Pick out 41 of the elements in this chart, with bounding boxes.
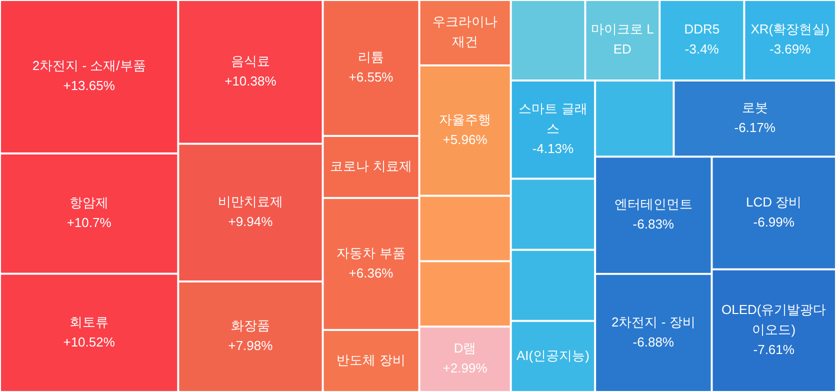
category-label: 자율주행	[439, 112, 492, 128]
data-label: +10.38%	[224, 73, 277, 88]
data-label: +5.96%	[442, 132, 488, 148]
category-label: D램	[454, 340, 476, 356]
category-label: XR(확장현실)	[750, 22, 830, 37]
data-label: +6.36%	[348, 265, 394, 280]
data-label: -6.17%	[734, 120, 776, 136]
category-label: LCD 장비	[746, 194, 802, 210]
category-label: 회토류	[70, 314, 109, 330]
data-label: -3.69%	[770, 42, 812, 57]
data-label: +9.94%	[228, 214, 274, 230]
category-label: 자동차 부품	[336, 245, 406, 260]
data-label: -6.99%	[753, 214, 795, 230]
category-label: 로봇	[742, 100, 768, 116]
data-label: +10.7%	[66, 215, 112, 230]
category-label: 스마트 글래스	[518, 101, 588, 136]
data-label: +10.52%	[63, 334, 116, 350]
category-label: 음식료	[230, 53, 270, 68]
category-label: 2차전지 - 장비	[612, 314, 696, 330]
data-label: +7.98%	[228, 338, 274, 354]
category-label: 화장품	[230, 318, 270, 334]
data-label: -4.13%	[532, 141, 574, 156]
category-label: AI(인공지능)	[516, 348, 590, 363]
category-label: 비만치료제	[218, 194, 283, 210]
category-label: 마이크로 LED	[590, 22, 654, 57]
data-label: -3.4%	[684, 42, 720, 57]
category-label: 코로나 치료제	[330, 158, 412, 174]
category-label: DDR5	[684, 22, 720, 37]
data-label: +2.99%	[442, 360, 488, 376]
data-label: -7.61%	[753, 342, 795, 358]
category-label: 리튬	[358, 49, 384, 64]
category-label: 2차전지 - 소재/부품	[32, 58, 146, 74]
data-label: -6.88%	[632, 334, 674, 350]
data-label: -6.83%	[632, 216, 674, 232]
category-label: 항암제	[70, 195, 109, 210]
data-label: +13.65%	[63, 78, 116, 94]
category-label: OLED(유기발광다이오드)	[722, 302, 826, 338]
data-label: +6.55%	[348, 69, 394, 84]
category-label: 반도체 장비	[336, 352, 406, 368]
category-label: 우크라이나 재건	[432, 14, 498, 50]
category-label: 엔터테인먼트	[614, 196, 692, 212]
